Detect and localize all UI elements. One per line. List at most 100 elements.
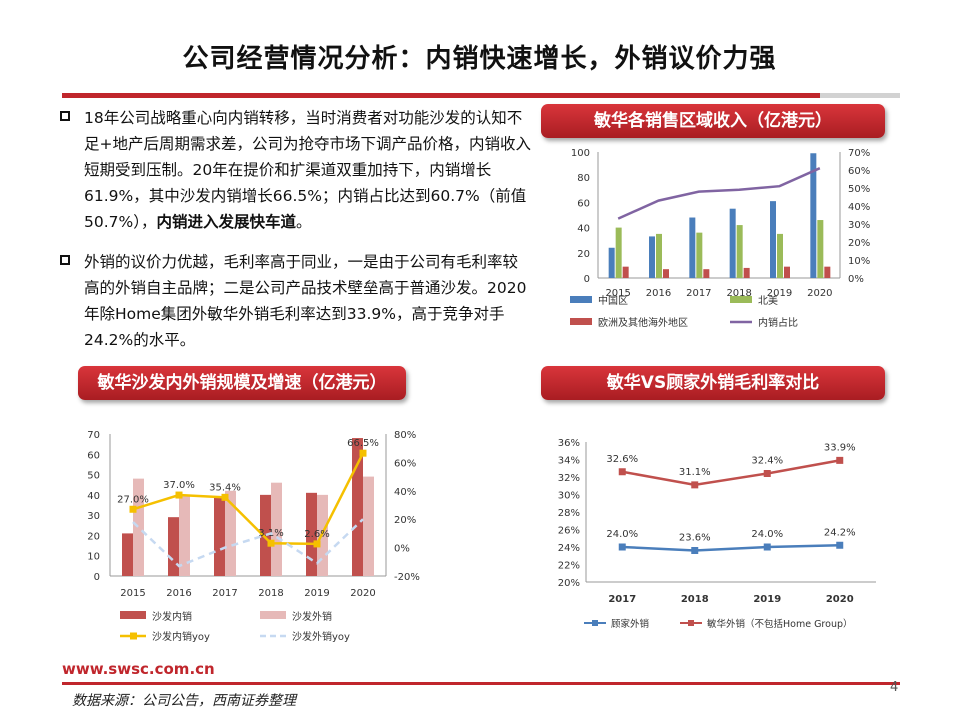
bar-europe-other: [824, 266, 831, 278]
data-label: 24.0%: [751, 529, 783, 540]
bar-sofa-export: [363, 476, 374, 576]
bullet-text: 18年公司战略重心向内销转移，当时消费者对功能沙发的认知不足+地产后周期需求差，…: [84, 109, 531, 231]
bar-europe-other: [703, 269, 710, 278]
legend-marker: [688, 620, 694, 626]
bar-sofa-domestic: [260, 494, 271, 576]
x-tick-label: 2017: [608, 594, 636, 605]
y-tick-label: 0: [94, 572, 100, 583]
x-tick-label: 2019: [753, 594, 781, 605]
y2-tick-label: 50%: [848, 184, 870, 195]
legend-label: 敏华外销（不包括Home Group）: [707, 618, 853, 630]
legend-label: 北美: [758, 294, 778, 307]
legend-swatch: [570, 296, 592, 303]
y-tick-label: 28%: [558, 508, 580, 519]
y2-tick-label: 40%: [394, 487, 416, 498]
y2-tick-label: 60%: [848, 166, 870, 177]
legend-label: 欧洲及其他海外地区: [598, 316, 688, 329]
data-label: 32.6%: [606, 454, 638, 465]
y-tick-label: 60: [577, 198, 590, 209]
legend-label: 沙发内销yoy: [152, 630, 210, 643]
legend-marker: [130, 632, 137, 640]
data-label: 2.6%: [304, 529, 329, 540]
point-sofa-domestic-yoy: [221, 493, 229, 501]
y2-tick-label: 20%: [848, 238, 870, 249]
bar-china: [689, 217, 696, 278]
region-revenue-banner: 敏华各销售区域收入（亿港元）: [541, 104, 885, 138]
bar-sofa-export: [133, 478, 144, 576]
y-tick-label: 32%: [558, 473, 580, 484]
y2-tick-label: -20%: [394, 572, 420, 583]
legend-swatch: [260, 611, 286, 619]
data-label: 33.9%: [824, 442, 856, 453]
bullet-square-icon: [60, 255, 70, 265]
line-manwah-export: [622, 459, 840, 487]
y-tick-label: 80: [577, 173, 590, 184]
bar-europe-other: [784, 266, 790, 278]
y2-tick-label: 10%: [848, 256, 870, 267]
bullet-text: 外销的议价力优越，毛利率高于同业，一是由于公司有毛利率较高的外销自主品牌；二是公…: [84, 253, 527, 349]
y-tick-label: 100: [571, 148, 590, 159]
point-manwah-export: [836, 456, 844, 464]
legend-label: 顾家外销: [611, 618, 650, 630]
x-tick-label: 2016: [166, 588, 191, 599]
y-tick-label: 50: [87, 471, 100, 482]
y-tick-label: 26%: [558, 526, 580, 537]
x-tick-label: 2019: [304, 588, 329, 599]
y-tick-label: 20%: [558, 578, 580, 589]
y2-tick-label: 70%: [848, 148, 870, 159]
x-tick-label: 2019: [767, 288, 792, 299]
point-kuka-export: [691, 547, 699, 554]
page-title: 公司经营情况分析：内销快速增长，外销议价力强: [182, 44, 777, 74]
legend-label: 沙发外销yoy: [292, 630, 350, 643]
data-source-note: 数据来源：公司公告，西南证券整理: [72, 693, 296, 709]
y-tick-label: 30%: [558, 491, 580, 502]
bar-china: [810, 153, 817, 278]
gross-margin-chart: 20% 22% 24% 26% 28% 30% 32% 34% 36% 2017 2018 2019 2…: [558, 438, 876, 630]
data-label: 31.1%: [679, 467, 711, 478]
point-sofa-domestic-yoy: [175, 491, 183, 499]
x-tick-label: 2018: [726, 288, 751, 299]
legend-label: 沙发外销: [292, 610, 332, 623]
data-label: 32.4%: [751, 456, 783, 467]
bar-sofa-domestic: [306, 492, 317, 576]
point-manwah-export: [691, 481, 699, 489]
y-tick-label: 10: [87, 552, 100, 563]
bullet-square-icon: [60, 111, 70, 121]
y-tick-label: 34%: [558, 456, 580, 467]
bar-europe-other: [622, 266, 629, 278]
x-tick-label: 2018: [258, 588, 283, 599]
data-label: 66.5%: [347, 438, 379, 449]
bar-china: [729, 208, 736, 278]
point-sofa-domestic-yoy: [129, 505, 137, 513]
bar-north-america: [696, 232, 703, 278]
y-tick-label: 70: [87, 430, 100, 441]
y2-tick-label: 40%: [848, 202, 870, 213]
bar-china: [770, 201, 776, 278]
bar-europe-other: [743, 267, 750, 278]
bar-sofa-export: [271, 482, 282, 576]
footer-rule: [62, 682, 900, 685]
legend-label: 沙发内销: [152, 610, 192, 623]
y-tick-label: 40: [87, 491, 100, 502]
bar-china: [608, 247, 615, 278]
x-tick-label: 2020: [350, 588, 375, 599]
bar-sofa-domestic: [214, 496, 225, 576]
bar-sofa-export: [179, 494, 190, 576]
bar-sofa-domestic: [122, 533, 133, 576]
y2-tick-label: 80%: [394, 430, 416, 441]
data-label: 24.2%: [824, 527, 856, 538]
data-label: 35.4%: [209, 482, 241, 493]
line-sofa-domestic-yoy: [132, 452, 365, 546]
title-rule-accent: [820, 93, 900, 98]
x-tick-label: 2020: [807, 288, 832, 299]
point-sofa-domestic-yoy: [359, 449, 367, 457]
point-sofa-domestic-yoy: [267, 539, 275, 547]
y2-tick-label: 20%: [394, 515, 416, 526]
point-kuka-export: [618, 543, 626, 551]
line-sofa-export-yoy: [132, 518, 364, 568]
bullet-export: 外销的议价力优越，毛利率高于同业，一是由于公司有毛利率较高的外销自主品牌；二是公…: [60, 249, 532, 353]
point-manwah-export: [763, 470, 771, 477]
y-tick-label: 24%: [558, 543, 580, 554]
bar-north-america: [817, 220, 824, 278]
legend-swatch: [570, 318, 592, 325]
